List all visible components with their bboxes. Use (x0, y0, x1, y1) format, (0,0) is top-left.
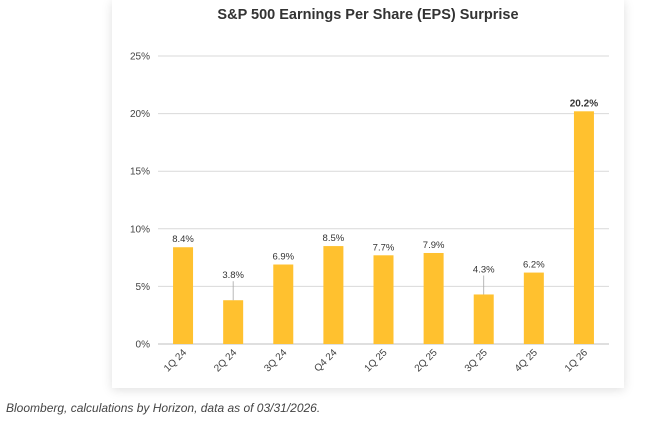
y-tick-label: 20% (130, 109, 150, 120)
y-tick-label: 0% (136, 340, 151, 351)
bar (273, 264, 294, 344)
bar (423, 252, 444, 344)
data-label: 3.8% (222, 270, 244, 281)
y-tick-label: 25% (130, 52, 150, 63)
bar (573, 111, 594, 345)
data-label: 6.9% (272, 252, 294, 263)
y-tick-label: 5% (136, 282, 151, 293)
y-tick-label: 15% (130, 167, 150, 178)
data-label: 7.7% (373, 242, 395, 253)
bar (223, 300, 244, 344)
data-label: 4.3% (473, 264, 495, 275)
y-axis-ticks: 0% 5% 10% 15% 20% 25% (130, 52, 150, 351)
bar (473, 294, 494, 344)
data-label: 7.9% (423, 240, 445, 251)
x-tick-label: 4Q 25 (513, 347, 540, 374)
x-tick-label: 1Q 26 (563, 347, 590, 374)
data-labels: 8.4% 3.8% 6.9% 8.5% 7.7% 7.9% 4.3% 6.2% 20.2% (172, 98, 598, 301)
y-tick-label: 10% (130, 224, 150, 235)
x-tick-label: 3Q 25 (463, 347, 490, 374)
bar (523, 272, 544, 344)
data-label: 6.2% (523, 260, 545, 271)
bar (323, 246, 344, 344)
x-axis-ticks: 1Q 24 2Q 24 3Q 24 Q4 24 1Q 25 2Q 25 3Q 25 4Q 25… (162, 347, 590, 374)
bars (173, 111, 594, 345)
chart-title: S&P 500 Earnings Per Share (EPS) Surpris… (217, 7, 519, 23)
x-tick-label: 2Q 24 (212, 347, 239, 374)
data-label: 20.2% (570, 98, 598, 109)
x-tick-label: 3Q 24 (262, 347, 289, 374)
source-note: Bloomberg, calculations by Horizon, data… (6, 401, 321, 415)
x-tick-label: 1Q 24 (162, 347, 189, 374)
x-tick-label: 1Q 25 (363, 347, 390, 374)
data-label: 8.5% (323, 233, 345, 244)
bar (373, 255, 394, 344)
x-tick-label: 2Q 25 (413, 347, 440, 374)
bar (173, 247, 194, 344)
x-tick-label: Q4 24 (312, 347, 339, 374)
data-label: 8.4% (172, 234, 194, 245)
